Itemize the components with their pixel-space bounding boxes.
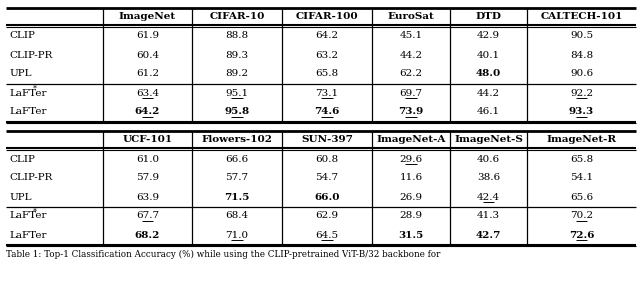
Text: *: * bbox=[33, 208, 36, 216]
Text: Flowers-102: Flowers-102 bbox=[202, 135, 273, 144]
Text: ImageNet-R: ImageNet-R bbox=[547, 135, 616, 144]
Text: ImageNet-A: ImageNet-A bbox=[376, 135, 445, 144]
Text: 54.7: 54.7 bbox=[316, 174, 339, 182]
Text: 66.6: 66.6 bbox=[225, 154, 248, 164]
Text: 95.8: 95.8 bbox=[225, 108, 250, 116]
Text: 40.1: 40.1 bbox=[477, 51, 500, 59]
Text: 64.2: 64.2 bbox=[135, 108, 160, 116]
Text: 42.4: 42.4 bbox=[477, 192, 500, 202]
Text: 88.8: 88.8 bbox=[225, 31, 248, 41]
Text: 71.0: 71.0 bbox=[225, 231, 248, 239]
Text: 40.6: 40.6 bbox=[477, 154, 500, 164]
Text: 63.2: 63.2 bbox=[316, 51, 339, 59]
Text: 57.9: 57.9 bbox=[136, 174, 159, 182]
Text: 57.7: 57.7 bbox=[225, 174, 248, 182]
Text: 70.2: 70.2 bbox=[570, 212, 593, 221]
Text: CLIP-PR: CLIP-PR bbox=[9, 174, 52, 182]
Text: 41.3: 41.3 bbox=[477, 212, 500, 221]
Text: 67.7: 67.7 bbox=[136, 212, 159, 221]
Text: 65.6: 65.6 bbox=[570, 192, 593, 202]
Text: 45.1: 45.1 bbox=[399, 31, 422, 41]
Text: UCF-101: UCF-101 bbox=[122, 135, 173, 144]
Text: 62.2: 62.2 bbox=[399, 69, 422, 78]
Text: CIFAR-10: CIFAR-10 bbox=[209, 12, 265, 21]
Text: 38.6: 38.6 bbox=[477, 174, 500, 182]
Text: 89.2: 89.2 bbox=[225, 69, 248, 78]
Text: *: * bbox=[33, 85, 36, 93]
Text: LaFTer: LaFTer bbox=[9, 231, 47, 239]
Text: 90.5: 90.5 bbox=[570, 31, 593, 41]
Text: 46.1: 46.1 bbox=[477, 108, 500, 116]
Text: CLIP: CLIP bbox=[9, 31, 35, 41]
Text: 54.1: 54.1 bbox=[570, 174, 593, 182]
Text: 28.9: 28.9 bbox=[399, 212, 422, 221]
Text: LaFTer: LaFTer bbox=[9, 108, 47, 116]
Text: 84.8: 84.8 bbox=[570, 51, 593, 59]
Text: 72.6: 72.6 bbox=[569, 231, 595, 239]
Text: 42.7: 42.7 bbox=[476, 231, 501, 239]
Text: 92.2: 92.2 bbox=[570, 88, 593, 98]
Text: 63.4: 63.4 bbox=[136, 88, 159, 98]
Text: UPL: UPL bbox=[9, 192, 31, 202]
Text: 44.2: 44.2 bbox=[399, 51, 422, 59]
Text: 26.9: 26.9 bbox=[399, 192, 422, 202]
Text: 61.0: 61.0 bbox=[136, 154, 159, 164]
Text: 64.2: 64.2 bbox=[316, 31, 339, 41]
Text: 74.6: 74.6 bbox=[314, 108, 340, 116]
Text: 61.9: 61.9 bbox=[136, 31, 159, 41]
Text: 71.5: 71.5 bbox=[224, 192, 250, 202]
Text: 44.2: 44.2 bbox=[477, 88, 500, 98]
Text: 65.8: 65.8 bbox=[316, 69, 339, 78]
Text: 66.0: 66.0 bbox=[314, 192, 340, 202]
Text: 62.9: 62.9 bbox=[316, 212, 339, 221]
Text: CLIP: CLIP bbox=[9, 154, 35, 164]
Text: 73.1: 73.1 bbox=[316, 88, 339, 98]
Text: LaFTer: LaFTer bbox=[9, 88, 47, 98]
Text: 42.9: 42.9 bbox=[477, 31, 500, 41]
Text: 64.5: 64.5 bbox=[316, 231, 339, 239]
Text: EuroSat: EuroSat bbox=[388, 12, 435, 21]
Text: LaFTer: LaFTer bbox=[9, 212, 47, 221]
Text: 48.0: 48.0 bbox=[476, 69, 501, 78]
Text: 73.9: 73.9 bbox=[398, 108, 424, 116]
Text: 68.4: 68.4 bbox=[225, 212, 248, 221]
Text: 95.1: 95.1 bbox=[225, 88, 248, 98]
Text: UPL: UPL bbox=[9, 69, 31, 78]
Text: 63.9: 63.9 bbox=[136, 192, 159, 202]
Text: Table 1: Top-1 Classification Accuracy (%) while using the CLIP-pretrained ViT-B: Table 1: Top-1 Classification Accuracy (… bbox=[6, 250, 440, 259]
Text: 65.8: 65.8 bbox=[570, 154, 593, 164]
Text: 29.6: 29.6 bbox=[399, 154, 422, 164]
Text: CLIP-PR: CLIP-PR bbox=[9, 51, 52, 59]
Text: ImageNet: ImageNet bbox=[119, 12, 176, 21]
Text: 69.7: 69.7 bbox=[399, 88, 422, 98]
Text: CALTECH-101: CALTECH-101 bbox=[540, 12, 623, 21]
Text: 60.4: 60.4 bbox=[136, 51, 159, 59]
Text: SUN-397: SUN-397 bbox=[301, 135, 353, 144]
Text: ImageNet-S: ImageNet-S bbox=[454, 135, 523, 144]
Text: 90.6: 90.6 bbox=[570, 69, 593, 78]
Text: 61.2: 61.2 bbox=[136, 69, 159, 78]
Text: 60.8: 60.8 bbox=[316, 154, 339, 164]
Text: CIFAR-100: CIFAR-100 bbox=[296, 12, 358, 21]
Text: 31.5: 31.5 bbox=[398, 231, 424, 239]
Text: 68.2: 68.2 bbox=[135, 231, 160, 239]
Text: 11.6: 11.6 bbox=[399, 174, 422, 182]
Text: 93.3: 93.3 bbox=[569, 108, 594, 116]
Text: DTD: DTD bbox=[476, 12, 502, 21]
Text: 89.3: 89.3 bbox=[225, 51, 248, 59]
